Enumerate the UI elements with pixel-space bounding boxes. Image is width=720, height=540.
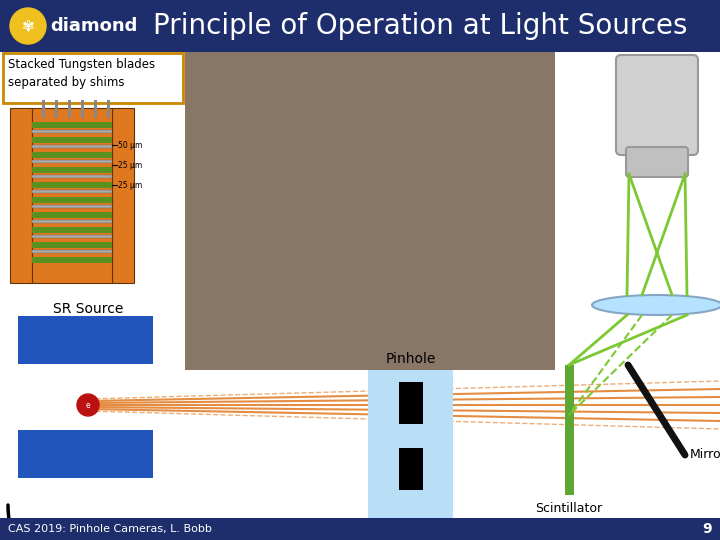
Bar: [32, 137, 112, 143]
Circle shape: [77, 394, 99, 416]
Bar: [0, 518, 720, 540]
Bar: [32, 220, 112, 223]
Bar: [368, 370, 453, 518]
Bar: [32, 108, 112, 283]
Bar: [94, 100, 97, 118]
Bar: [32, 242, 112, 248]
Text: Scintillator: Scintillator: [536, 502, 603, 515]
Bar: [32, 175, 112, 178]
Bar: [81, 100, 84, 118]
Bar: [32, 130, 112, 133]
Bar: [112, 108, 134, 283]
Bar: [565, 365, 574, 495]
Text: 25 μm: 25 μm: [118, 160, 143, 170]
Bar: [32, 197, 112, 203]
Text: e: e: [86, 401, 90, 409]
Text: ✾: ✾: [22, 18, 35, 33]
Bar: [398, 448, 423, 490]
Bar: [32, 167, 112, 173]
Bar: [10, 108, 32, 283]
Text: Mirror: Mirror: [690, 449, 720, 462]
Bar: [32, 152, 112, 158]
Bar: [18, 430, 153, 478]
FancyBboxPatch shape: [3, 53, 183, 103]
Text: 9: 9: [703, 522, 712, 536]
Text: CAS 2019: Pinhole Cameras, L. Bobb: CAS 2019: Pinhole Cameras, L. Bobb: [8, 524, 212, 534]
Bar: [32, 205, 112, 208]
Text: Pinhole: Pinhole: [385, 352, 436, 366]
Bar: [32, 182, 112, 188]
Text: diamond: diamond: [50, 17, 138, 35]
Bar: [32, 212, 112, 218]
Bar: [18, 316, 153, 364]
Bar: [0, 0, 720, 52]
Bar: [398, 382, 423, 424]
Bar: [32, 235, 112, 238]
Text: Principle of Operation at Light Sources: Principle of Operation at Light Sources: [153, 12, 688, 40]
Bar: [107, 100, 110, 118]
FancyBboxPatch shape: [626, 147, 688, 177]
Text: SR Source: SR Source: [53, 302, 123, 316]
Bar: [32, 160, 112, 163]
Bar: [42, 100, 45, 118]
Ellipse shape: [592, 295, 720, 315]
Bar: [55, 100, 58, 118]
Text: Camera: Camera: [629, 40, 685, 54]
Bar: [32, 250, 112, 253]
Text: 25 μm: 25 μm: [118, 180, 143, 190]
FancyBboxPatch shape: [616, 55, 698, 155]
Bar: [32, 257, 112, 263]
Text: Stacked Tungsten blades
separated by shims: Stacked Tungsten blades separated by shi…: [8, 58, 155, 89]
Bar: [68, 100, 71, 118]
Bar: [185, 52, 555, 370]
Bar: [32, 145, 112, 148]
Circle shape: [10, 8, 46, 44]
Bar: [32, 122, 112, 128]
Bar: [32, 227, 112, 233]
Bar: [32, 190, 112, 193]
Text: 50 μm: 50 μm: [118, 140, 143, 150]
